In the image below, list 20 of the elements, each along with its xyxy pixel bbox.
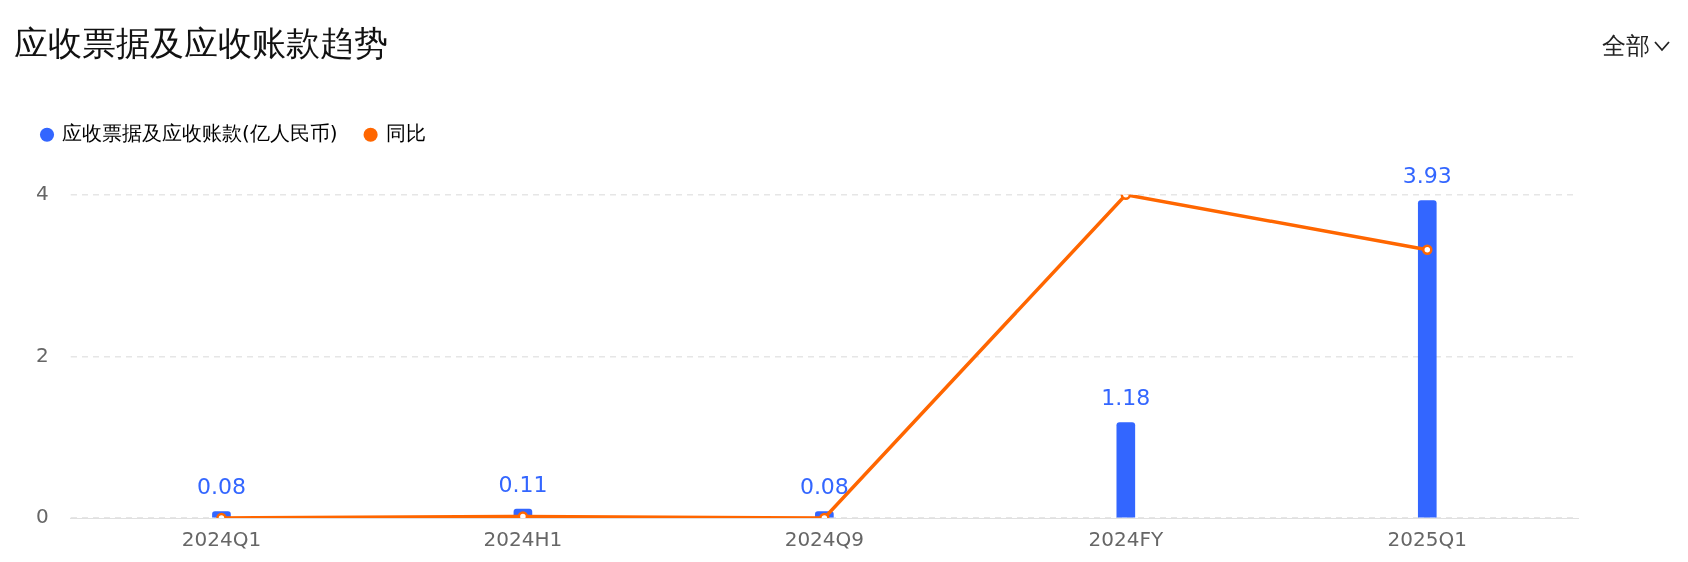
data-label: 0.11 (498, 471, 548, 497)
x-tick-label: 2024FY (1088, 527, 1164, 552)
legend-label: 同比 (385, 121, 426, 145)
data-label: 0.08 (196, 474, 246, 500)
x-tick-label: 2024H1 (483, 527, 563, 552)
point (1422, 244, 1433, 255)
x-tick-label: 2024Q9 (784, 527, 865, 552)
x-tick-label: 2024Q1 (181, 527, 262, 552)
text: 全部 (1602, 31, 1650, 62)
data-label: 3.93 (1402, 163, 1452, 189)
bar (1116, 422, 1136, 518)
x-tick-label: 2025Q1 (1387, 527, 1467, 552)
data-label: 0.08 (799, 474, 849, 500)
y-tick-label: 2 (35, 342, 49, 367)
data-label: 1.18 (1101, 385, 1151, 411)
y-tick-label: 4 (35, 181, 49, 205)
legend-label: 应收票据及应收账款(亿人民币) (62, 121, 338, 145)
chart-title: 应收票据及应收账款趋势 (14, 23, 388, 64)
bar (1417, 200, 1437, 518)
y-tick-label: 0 (35, 504, 49, 529)
